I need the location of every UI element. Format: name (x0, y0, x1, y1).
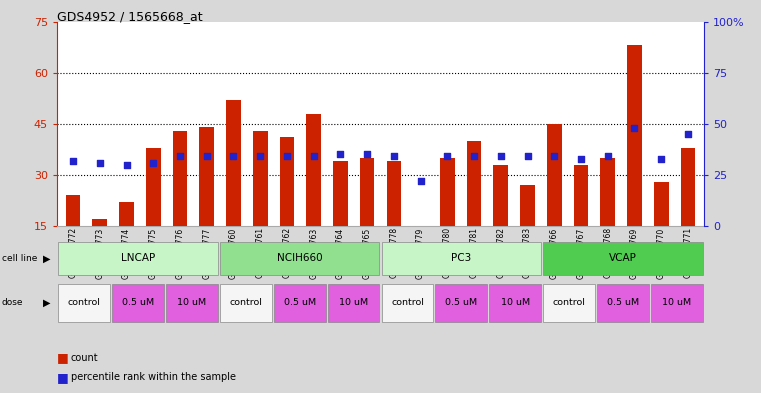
Bar (547, 124, 562, 226)
Bar (328, 284, 380, 321)
Point (228, 153, 240, 160)
Bar (654, 182, 668, 226)
Point (120, 162, 132, 168)
Bar (413, 226, 428, 260)
Bar (199, 127, 214, 226)
Text: LNCAP: LNCAP (121, 253, 155, 263)
Bar (493, 165, 508, 226)
Bar (253, 130, 268, 226)
Bar (65, 195, 81, 226)
Text: control: control (552, 298, 586, 307)
Text: 10 uM: 10 uM (177, 298, 206, 307)
Bar (119, 202, 134, 226)
Text: 0.5 uM: 0.5 uM (445, 298, 477, 307)
Bar (220, 242, 380, 275)
Text: 0.5 uM: 0.5 uM (122, 298, 154, 307)
Text: ▶: ▶ (43, 298, 50, 308)
Point (629, 125, 641, 131)
Point (655, 155, 667, 162)
Point (495, 153, 507, 160)
Text: control: control (68, 298, 100, 307)
Point (147, 160, 159, 166)
Text: percentile rank within the sample: percentile rank within the sample (71, 372, 236, 382)
Bar (440, 158, 454, 226)
Point (388, 153, 400, 160)
Point (682, 131, 694, 137)
Point (415, 178, 427, 184)
Text: VCAP: VCAP (609, 253, 637, 263)
Bar (521, 185, 535, 226)
Text: 10 uM: 10 uM (662, 298, 692, 307)
Bar (58, 242, 218, 275)
Text: ■: ■ (57, 351, 68, 364)
Text: 0.5 uM: 0.5 uM (284, 298, 316, 307)
Point (521, 153, 533, 160)
Point (548, 153, 560, 160)
Text: cell line: cell line (2, 254, 37, 263)
Point (94, 160, 106, 166)
Bar (381, 284, 433, 321)
Bar (381, 242, 541, 275)
Bar (112, 284, 164, 321)
Bar (627, 46, 642, 226)
Point (174, 153, 186, 160)
Text: NCIH660: NCIH660 (277, 253, 323, 263)
Bar (387, 161, 401, 226)
Bar (466, 141, 482, 226)
Text: control: control (229, 298, 263, 307)
Text: ■: ■ (57, 371, 68, 384)
Bar (680, 148, 696, 226)
Bar (597, 284, 649, 321)
Bar (274, 284, 326, 321)
Bar (435, 284, 487, 321)
Text: 10 uM: 10 uM (501, 298, 530, 307)
Point (468, 153, 480, 160)
Point (201, 153, 213, 160)
Bar (651, 284, 703, 321)
Point (254, 153, 266, 160)
Bar (226, 100, 240, 226)
Point (602, 153, 614, 160)
Bar (146, 148, 161, 226)
Bar (489, 284, 541, 321)
Text: PC3: PC3 (451, 253, 472, 263)
Text: GDS4952 / 1565668_at: GDS4952 / 1565668_at (57, 10, 202, 23)
Point (281, 153, 293, 160)
Bar (93, 219, 107, 226)
Point (441, 153, 454, 160)
Point (361, 151, 373, 158)
Bar (220, 284, 272, 321)
Bar (173, 130, 187, 226)
Text: 10 uM: 10 uM (339, 298, 368, 307)
Bar (543, 284, 595, 321)
Point (307, 153, 320, 160)
Point (67, 158, 79, 164)
Bar (307, 114, 321, 226)
Bar (166, 284, 218, 321)
Text: count: count (71, 353, 98, 363)
Text: 0.5 uM: 0.5 uM (607, 298, 639, 307)
Bar (574, 165, 588, 226)
Bar (333, 161, 348, 226)
Text: dose: dose (2, 298, 23, 307)
Text: control: control (391, 298, 424, 307)
Bar (360, 158, 374, 226)
Bar (543, 242, 703, 275)
Point (334, 151, 346, 158)
Bar (279, 138, 295, 226)
Bar (600, 158, 615, 226)
Text: ▶: ▶ (43, 253, 50, 263)
Point (575, 155, 587, 162)
Bar (58, 284, 110, 321)
